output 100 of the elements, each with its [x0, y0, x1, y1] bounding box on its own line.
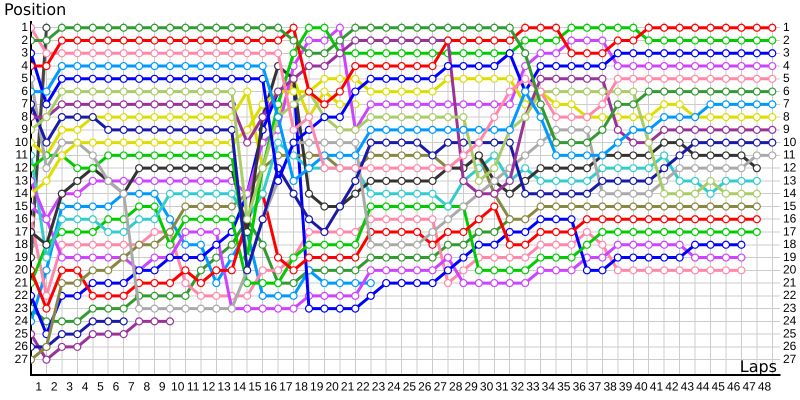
- y2-tick-label: 16: [783, 212, 797, 226]
- point: [722, 87, 730, 96]
- point: [382, 190, 390, 198]
- y-tick-label: 24: [14, 314, 28, 328]
- point: [582, 164, 592, 172]
- x-tick-label: 42: [665, 380, 679, 394]
- point: [660, 100, 668, 108]
- point: [150, 126, 159, 134]
- point: [676, 151, 684, 160]
- point: [629, 100, 638, 108]
- point: [690, 190, 700, 198]
- y2-tick-label: 3: [783, 46, 790, 60]
- point: [536, 253, 545, 262]
- point: [258, 36, 267, 45]
- y2-tick-label: 21: [783, 275, 797, 290]
- point: [196, 126, 205, 134]
- point: [614, 190, 622, 198]
- point: [58, 266, 66, 274]
- point: [42, 138, 51, 147]
- point: [73, 74, 82, 83]
- point: [474, 24, 483, 32]
- point: [474, 215, 483, 224]
- point: [398, 36, 406, 45]
- point: [598, 253, 606, 262]
- point: [536, 215, 545, 224]
- point: [58, 87, 66, 96]
- point: [166, 100, 174, 108]
- point: [135, 24, 144, 32]
- point: [212, 253, 220, 262]
- point: [614, 151, 622, 160]
- point: [428, 74, 437, 83]
- point: [181, 164, 190, 172]
- point: [567, 126, 576, 134]
- point: [104, 202, 112, 211]
- point: [181, 138, 190, 147]
- point: [629, 126, 638, 134]
- point: [212, 292, 220, 300]
- point: [768, 138, 776, 147]
- point: [166, 278, 174, 288]
- point: [412, 215, 422, 224]
- point: [521, 164, 530, 172]
- point: [521, 24, 530, 32]
- point: [690, 74, 700, 83]
- point: [737, 164, 746, 172]
- point: [150, 62, 159, 70]
- point: [582, 74, 592, 83]
- point: [629, 49, 638, 58]
- point: [768, 113, 776, 122]
- x-tick-label: 24: [387, 380, 401, 394]
- x-tick-label: 34: [542, 380, 556, 394]
- point: [629, 87, 638, 96]
- point: [737, 113, 746, 122]
- point: [690, 126, 700, 134]
- point: [737, 190, 746, 198]
- point: [228, 190, 236, 198]
- point: [690, 228, 700, 236]
- point: [243, 74, 252, 83]
- point: [536, 138, 545, 147]
- point: [536, 266, 545, 274]
- point: [73, 24, 82, 32]
- point: [737, 228, 746, 236]
- point: [351, 292, 360, 300]
- point: [722, 113, 730, 122]
- x-tick-label: 5: [97, 380, 104, 394]
- point: [88, 202, 97, 211]
- point: [752, 100, 761, 108]
- point: [398, 215, 406, 224]
- point: [428, 24, 437, 32]
- point: [690, 240, 700, 249]
- x-tick-label: 2: [50, 380, 58, 394]
- y2-tick-label: 4: [783, 58, 790, 72]
- point: [196, 304, 205, 313]
- point: [351, 266, 360, 274]
- point: [166, 36, 174, 45]
- point: [598, 164, 606, 172]
- point: [304, 151, 314, 160]
- point: [412, 176, 422, 186]
- point: [629, 164, 638, 172]
- point: [289, 292, 298, 300]
- point: [536, 228, 545, 236]
- point: [336, 36, 344, 45]
- x-tick-label: 8: [143, 380, 150, 394]
- point: [752, 62, 761, 70]
- point: [660, 24, 668, 32]
- point: [88, 215, 97, 224]
- point: [706, 87, 715, 96]
- point: [768, 36, 776, 45]
- point: [567, 190, 576, 198]
- point: [304, 62, 314, 70]
- point: [304, 190, 314, 198]
- point: [490, 266, 498, 274]
- point: [536, 24, 545, 32]
- point: [196, 253, 205, 262]
- point: [737, 49, 746, 58]
- point: [490, 49, 498, 58]
- point: [690, 87, 700, 96]
- point: [552, 36, 560, 45]
- point: [398, 266, 406, 274]
- point: [398, 278, 406, 288]
- point: [412, 138, 422, 147]
